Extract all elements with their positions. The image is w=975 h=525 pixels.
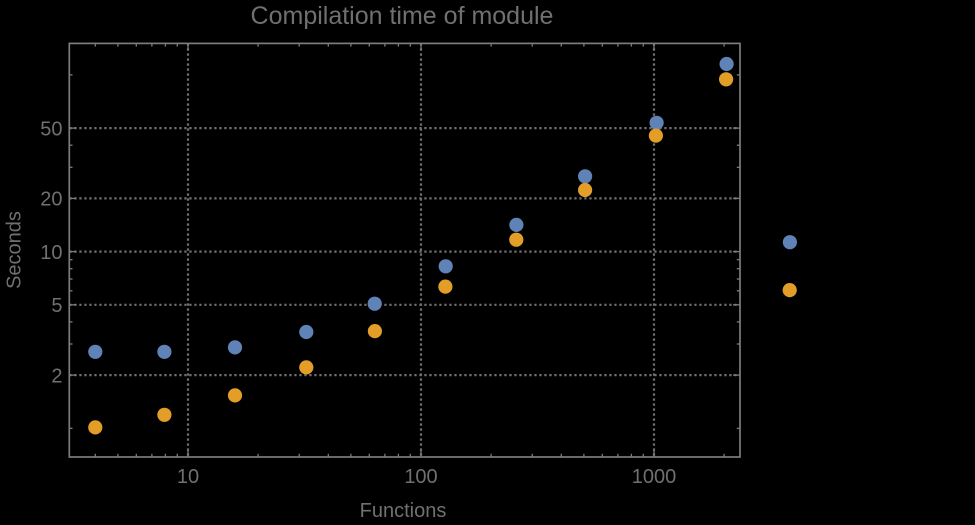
svg-text:2: 2	[51, 365, 62, 387]
svg-text:20: 20	[40, 189, 62, 211]
svg-text:Functions: Functions	[360, 500, 447, 522]
svg-text:1000: 1000	[632, 466, 677, 488]
svg-text:10: 10	[40, 242, 62, 264]
svg-text:10: 10	[177, 466, 199, 488]
svg-text:50: 50	[40, 118, 62, 140]
svg-text:Compilation time of module: Compilation time of module	[251, 2, 554, 30]
svg-text:Seconds: Seconds	[4, 211, 26, 289]
svg-text:100: 100	[404, 466, 437, 488]
svg-text:5: 5	[51, 295, 62, 317]
